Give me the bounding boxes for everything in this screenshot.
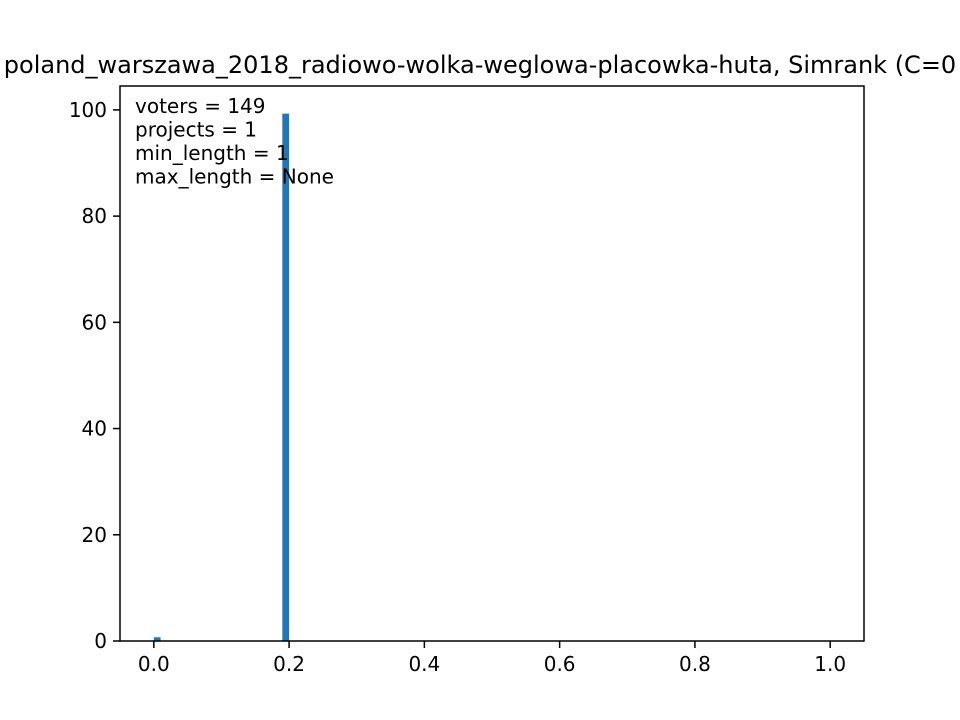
y-tick-label: 100 [69,98,107,122]
y-tick-label: 80 [82,204,107,228]
x-tick-label: 1.0 [814,652,846,676]
annotation-line: projects = 1 [135,118,257,142]
annotation-line: voters = 149 [135,94,266,118]
annotation-line: max_length = None [135,165,334,189]
y-axis: 0 20 40 60 80 100 [69,98,120,653]
plot-frame [119,85,865,642]
chart-title: poland_warszawa_2018_radiowo-wolka-weglo… [4,51,956,79]
x-tick-label: 0.2 [273,652,305,676]
x-tick-label: 0.0 [138,652,170,676]
x-axis: 0.0 0.2 0.4 0.6 0.8 1.0 [138,641,846,676]
histogram-bar [282,113,290,641]
y-tick-label: 40 [82,417,107,441]
bars-group [153,113,290,641]
y-tick-label: 20 [82,523,107,547]
x-tick-label: 0.8 [679,652,711,676]
x-tick-label: 0.6 [544,652,576,676]
y-tick-label: 60 [82,310,107,334]
annotation-line: min_length = 1 [135,141,289,165]
x-tick-label: 0.4 [408,652,440,676]
histogram-bar [153,637,161,641]
y-tick-label: 0 [94,629,107,653]
